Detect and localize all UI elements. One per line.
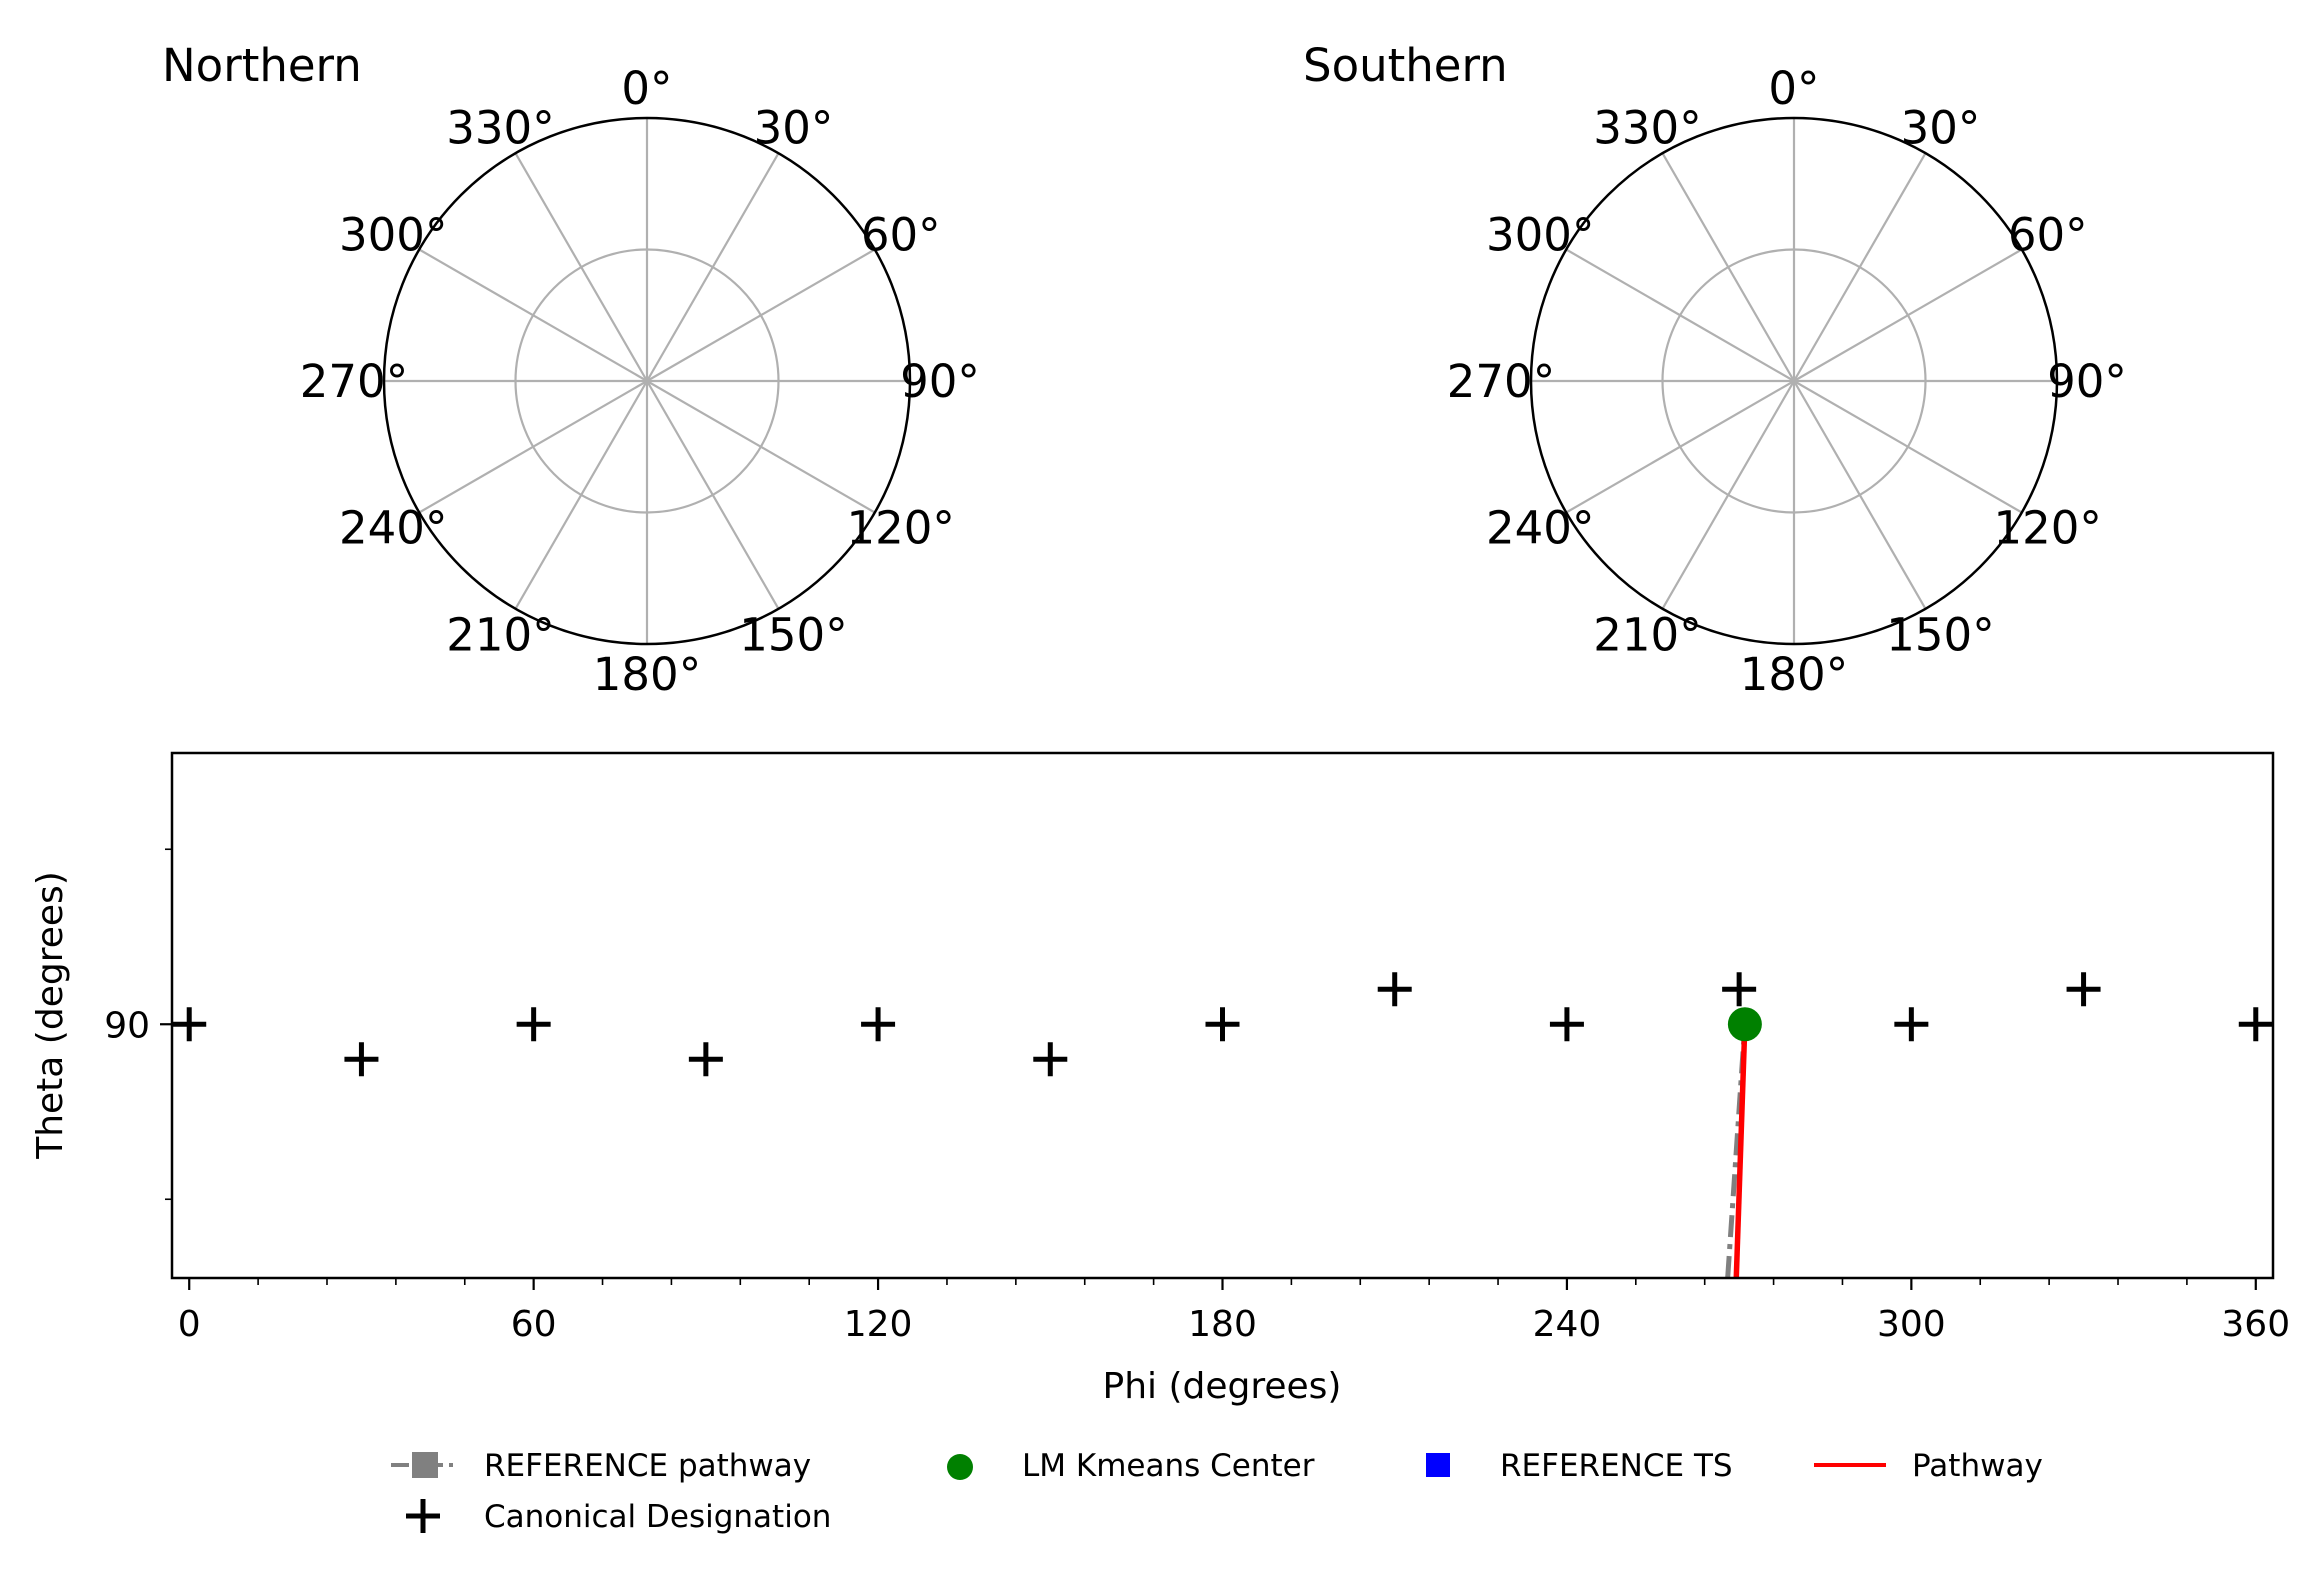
southern-polar-grid	[1529, 116, 2059, 646]
polar-angle-tick-label: 210°	[446, 609, 554, 662]
marker-series-layer	[172, 972, 2273, 1077]
canonical-designation-marker	[2238, 1007, 2273, 1042]
canonical-designation-marker	[1205, 1007, 1240, 1042]
x-tick-label: 60	[511, 1304, 557, 1345]
polar-angle-tick-label: 180°	[593, 648, 701, 701]
y-tick-label: 90	[104, 1005, 150, 1046]
northern-title: Northern	[162, 39, 362, 92]
phi-theta-plot: 0 60 120 180 240 300 360 90 Phi (degrees) Thet…	[30, 751, 2290, 1407]
canonical-designation-marker	[2066, 972, 2101, 1007]
polar-angle-tick-label: 150°	[739, 609, 847, 662]
northern-polar-plot: Northern 0° 30° 60° 90° 120° 150° 180° 210° 240°…	[162, 39, 980, 701]
legend-label-pathway: Pathway	[1912, 1448, 2043, 1484]
polar-boundary	[382, 116, 912, 646]
canonical-designation-marker	[1722, 972, 1757, 1007]
x-tick-label: 180	[1188, 1304, 1257, 1345]
northern-angle-tick-labels: 0° 30° 60° 90° 120° 150° 180° 210° 240° 270° 300° 3…	[300, 62, 980, 701]
legend-entry-canonical-designation: Canonical Designation	[406, 1499, 831, 1535]
x-tick-label: 300	[1877, 1304, 1946, 1345]
polar-angle-tick-label: 300°	[1486, 209, 1594, 262]
polar-angle-tick-label: 180°	[1740, 648, 1848, 701]
legend: REFERENCE pathway LM Kmeans Center REFER…	[391, 1448, 2043, 1535]
polar-angle-tick-label: 270°	[300, 355, 408, 408]
line-series-layer	[1725, 1024, 1748, 1279]
canonical-designation-marker	[172, 1007, 207, 1042]
lm-kmeans-center-marker	[1727, 1007, 1762, 1042]
canonical-designation-marker	[516, 1007, 551, 1042]
legend-label-canonical-designation: Canonical Designation	[484, 1499, 831, 1535]
polar-ring	[1661, 248, 1927, 514]
polar-ring	[514, 248, 780, 514]
y-axis-ticks: 90	[104, 848, 172, 1201]
canonical-designation-marker	[344, 1042, 379, 1077]
polar-angle-tick-label: 240°	[1486, 502, 1594, 555]
canonical-designation-marker	[1894, 1007, 1929, 1042]
x-tick-label: 360	[2221, 1304, 2290, 1345]
polar-angle-tick-label: 30°	[754, 101, 834, 154]
polar-angle-tick-label: 60°	[861, 209, 941, 262]
polar-angle-tick-label: 60°	[2008, 209, 2088, 262]
legend-entry-reference-pathway: REFERENCE pathway	[391, 1448, 811, 1484]
polar-angle-tick-label: 240°	[339, 502, 447, 555]
x-tick-label: 120	[844, 1304, 913, 1345]
polar-angle-tick-label: 90°	[2047, 355, 2127, 408]
canonical-designation-marker	[1377, 972, 1412, 1007]
polar-angle-tick-label: 270°	[1447, 355, 1555, 408]
polar-angle-tick-label: 330°	[1593, 101, 1701, 154]
canonical-designation-marker	[688, 1042, 723, 1077]
polar-angle-tick-label: 120°	[1994, 502, 2102, 555]
legend-label-reference-ts: REFERENCE TS	[1500, 1448, 1733, 1484]
polar-angle-tick-label: 0°	[1768, 62, 1819, 115]
x-tick-label: 0	[178, 1304, 201, 1345]
polar-angle-tick-label: 210°	[1593, 609, 1701, 662]
x-tick-label: 240	[1533, 1304, 1602, 1345]
polar-angle-tick-label: 150°	[1886, 609, 1994, 662]
southern-polar-plot: Southern 0° 30° 60° 90° 120° 150° 180° 210° 240°…	[1303, 39, 2127, 701]
plot-data-layer	[172, 972, 2273, 1279]
polar-boundary	[1529, 116, 2059, 646]
legend-entry-lm-kmeans-center: LM Kmeans Center	[947, 1448, 1315, 1484]
polar-angle-tick-label: 300°	[339, 209, 447, 262]
x-axis-ticks: 0 60 120 180 240 300 360	[178, 1278, 2290, 1345]
polar-angle-tick-label: 90°	[900, 355, 980, 408]
series-line-pathway	[1733, 1024, 1748, 1279]
canonical-designation-marker	[1033, 1042, 1068, 1077]
y-axis-label: Theta (degrees)	[30, 871, 71, 1160]
legend-label-lm-kmeans-center: LM Kmeans Center	[1022, 1448, 1315, 1484]
polar-angle-tick-label: 330°	[446, 101, 554, 154]
legend-entry-reference-ts: REFERENCE TS	[1426, 1448, 1733, 1484]
legend-entry-pathway: Pathway	[1814, 1448, 2043, 1484]
southern-angle-tick-labels: 0° 30° 60° 90° 120° 150° 180° 210° 240° 270° 300° 3…	[1447, 62, 2127, 701]
canonical-designation-marker	[861, 1007, 896, 1042]
northern-polar-grid	[382, 116, 912, 646]
canonical-designation-marker	[1549, 1007, 1584, 1042]
southern-title: Southern	[1303, 39, 1508, 92]
x-axis-label: Phi (degrees)	[1103, 1366, 1342, 1407]
legend-label-reference-pathway: REFERENCE pathway	[484, 1448, 811, 1484]
polar-angle-tick-label: 0°	[621, 62, 672, 115]
polar-angle-tick-label: 120°	[847, 502, 955, 555]
polar-angle-tick-label: 30°	[1901, 101, 1981, 154]
